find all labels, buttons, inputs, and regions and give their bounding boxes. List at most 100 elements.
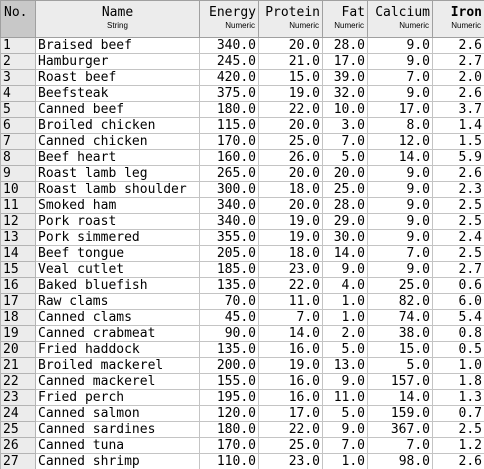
- calcium-cell[interactable]: 9.0: [367, 229, 433, 246]
- row-number-cell[interactable]: 25: [0, 421, 36, 438]
- row-number-cell[interactable]: 27: [0, 453, 36, 469]
- energy-cell[interactable]: 120.0: [199, 405, 259, 422]
- name-cell[interactable]: Roast lamb shoulder: [35, 181, 200, 198]
- protein-cell[interactable]: 20.0: [258, 165, 323, 182]
- table-row[interactable]: 26 Canned tuna 170.0 25.0 7.0 7.0 1.2: [0, 437, 484, 454]
- table-row[interactable]: 8 Beef heart 160.0 26.0 5.0 14.0 5.9: [0, 149, 484, 166]
- column-header-energy[interactable]: Energy Numeric: [199, 0, 259, 38]
- fat-cell[interactable]: 30.0: [322, 229, 368, 246]
- calcium-cell[interactable]: 14.0: [367, 389, 433, 406]
- table-row[interactable]: 10 Roast lamb shoulder 300.0 18.0 25.0 9.0 2.3: [0, 181, 484, 198]
- calcium-cell[interactable]: 9.0: [367, 197, 433, 214]
- table-row[interactable]: 5 Canned beef 180.0 22.0 10.0 17.0 3.7: [0, 101, 484, 118]
- name-cell[interactable]: Roast beef: [35, 69, 200, 86]
- calcium-cell[interactable]: 7.0: [367, 69, 433, 86]
- table-row[interactable]: 3 Roast beef 420.0 15.0 39.0 7.0 2.0: [0, 69, 484, 86]
- iron-cell[interactable]: 0.8: [432, 325, 484, 342]
- protein-cell[interactable]: 21.0: [258, 53, 323, 70]
- fat-cell[interactable]: 3.0: [322, 117, 368, 134]
- protein-cell[interactable]: 23.0: [258, 453, 323, 469]
- name-cell[interactable]: Raw clams: [35, 293, 200, 310]
- table-row[interactable]: 21 Broiled mackerel 200.0 19.0 13.0 5.0 1.0: [0, 357, 484, 374]
- table-row[interactable]: 7 Canned chicken 170.0 25.0 7.0 12.0 1.5: [0, 133, 484, 150]
- protein-cell[interactable]: 17.0: [258, 405, 323, 422]
- calcium-cell[interactable]: 25.0: [367, 277, 433, 294]
- column-header-fat[interactable]: Fat Numeric: [322, 0, 368, 38]
- calcium-cell[interactable]: 157.0: [367, 373, 433, 390]
- fat-cell[interactable]: 13.0: [322, 357, 368, 374]
- fat-cell[interactable]: 9.0: [322, 261, 368, 278]
- table-row[interactable]: 13 Pork simmered 355.0 19.0 30.0 9.0 2.4: [0, 229, 484, 246]
- row-number-cell[interactable]: 21: [0, 357, 36, 374]
- table-row[interactable]: 1 Braised beef 340.0 20.0 28.0 9.0 2.6: [0, 37, 484, 54]
- table-row[interactable]: 2 Hamburger 245.0 21.0 17.0 9.0 2.7: [0, 53, 484, 70]
- energy-cell[interactable]: 200.0: [199, 357, 259, 374]
- iron-cell[interactable]: 1.2: [432, 437, 484, 454]
- calcium-cell[interactable]: 15.0: [367, 341, 433, 358]
- calcium-cell[interactable]: 38.0: [367, 325, 433, 342]
- row-number-cell[interactable]: 6: [0, 117, 36, 134]
- name-cell[interactable]: Canned beef: [35, 101, 200, 118]
- name-cell[interactable]: Canned clams: [35, 309, 200, 326]
- fat-cell[interactable]: 25.0: [322, 181, 368, 198]
- fat-cell[interactable]: 5.0: [322, 341, 368, 358]
- table-row[interactable]: 22 Canned mackerel 155.0 16.0 9.0 157.0 1.8: [0, 373, 484, 390]
- iron-cell[interactable]: 1.4: [432, 117, 484, 134]
- iron-cell[interactable]: 2.6: [432, 453, 484, 469]
- name-cell[interactable]: Broiled mackerel: [35, 357, 200, 374]
- iron-cell[interactable]: 2.5: [432, 213, 484, 230]
- table-row[interactable]: 15 Veal cutlet 185.0 23.0 9.0 9.0 2.7: [0, 261, 484, 278]
- energy-cell[interactable]: 300.0: [199, 181, 259, 198]
- fat-cell[interactable]: 7.0: [322, 437, 368, 454]
- iron-cell[interactable]: 0.6: [432, 277, 484, 294]
- fat-cell[interactable]: 39.0: [322, 69, 368, 86]
- fat-cell[interactable]: 7.0: [322, 133, 368, 150]
- fat-cell[interactable]: 17.0: [322, 53, 368, 70]
- fat-cell[interactable]: 28.0: [322, 197, 368, 214]
- table-row[interactable]: 4 Beefsteak 375.0 19.0 32.0 9.0 2.6: [0, 85, 484, 102]
- row-number-cell[interactable]: 22: [0, 373, 36, 390]
- row-number-cell[interactable]: 26: [0, 437, 36, 454]
- name-cell[interactable]: Canned shrimp: [35, 453, 200, 469]
- calcium-cell[interactable]: 9.0: [367, 53, 433, 70]
- energy-cell[interactable]: 160.0: [199, 149, 259, 166]
- energy-cell[interactable]: 375.0: [199, 85, 259, 102]
- fat-cell[interactable]: 9.0: [322, 373, 368, 390]
- name-cell[interactable]: Canned tuna: [35, 437, 200, 454]
- table-row[interactable]: 6 Broiled chicken 115.0 20.0 3.0 8.0 1.4: [0, 117, 484, 134]
- fat-cell[interactable]: 1.0: [322, 309, 368, 326]
- iron-cell[interactable]: 1.0: [432, 357, 484, 374]
- iron-cell[interactable]: 2.5: [432, 245, 484, 262]
- energy-cell[interactable]: 70.0: [199, 293, 259, 310]
- protein-cell[interactable]: 25.0: [258, 437, 323, 454]
- iron-cell[interactable]: 3.7: [432, 101, 484, 118]
- iron-cell[interactable]: 2.5: [432, 197, 484, 214]
- name-cell[interactable]: Canned mackerel: [35, 373, 200, 390]
- energy-cell[interactable]: 170.0: [199, 133, 259, 150]
- energy-cell[interactable]: 185.0: [199, 261, 259, 278]
- iron-cell[interactable]: 5.9: [432, 149, 484, 166]
- table-row[interactable]: 19 Canned crabmeat 90.0 14.0 2.0 38.0 0.8: [0, 325, 484, 342]
- name-cell[interactable]: Beef heart: [35, 149, 200, 166]
- fat-cell[interactable]: 10.0: [322, 101, 368, 118]
- name-cell[interactable]: Hamburger: [35, 53, 200, 70]
- energy-cell[interactable]: 180.0: [199, 421, 259, 438]
- name-cell[interactable]: Fried perch: [35, 389, 200, 406]
- calcium-cell[interactable]: 9.0: [367, 261, 433, 278]
- iron-cell[interactable]: 2.6: [432, 165, 484, 182]
- row-number-cell[interactable]: 2: [0, 53, 36, 70]
- protein-cell[interactable]: 25.0: [258, 133, 323, 150]
- energy-cell[interactable]: 110.0: [199, 453, 259, 469]
- calcium-cell[interactable]: 9.0: [367, 85, 433, 102]
- protein-cell[interactable]: 16.0: [258, 341, 323, 358]
- calcium-cell[interactable]: 17.0: [367, 101, 433, 118]
- row-number-cell[interactable]: 18: [0, 309, 36, 326]
- table-row[interactable]: 23 Fried perch 195.0 16.0 11.0 14.0 1.3: [0, 389, 484, 406]
- row-number-cell[interactable]: 4: [0, 85, 36, 102]
- row-number-cell[interactable]: 7: [0, 133, 36, 150]
- energy-cell[interactable]: 135.0: [199, 277, 259, 294]
- protein-cell[interactable]: 16.0: [258, 373, 323, 390]
- energy-cell[interactable]: 195.0: [199, 389, 259, 406]
- fat-cell[interactable]: 28.0: [322, 37, 368, 54]
- iron-cell[interactable]: 2.3: [432, 181, 484, 198]
